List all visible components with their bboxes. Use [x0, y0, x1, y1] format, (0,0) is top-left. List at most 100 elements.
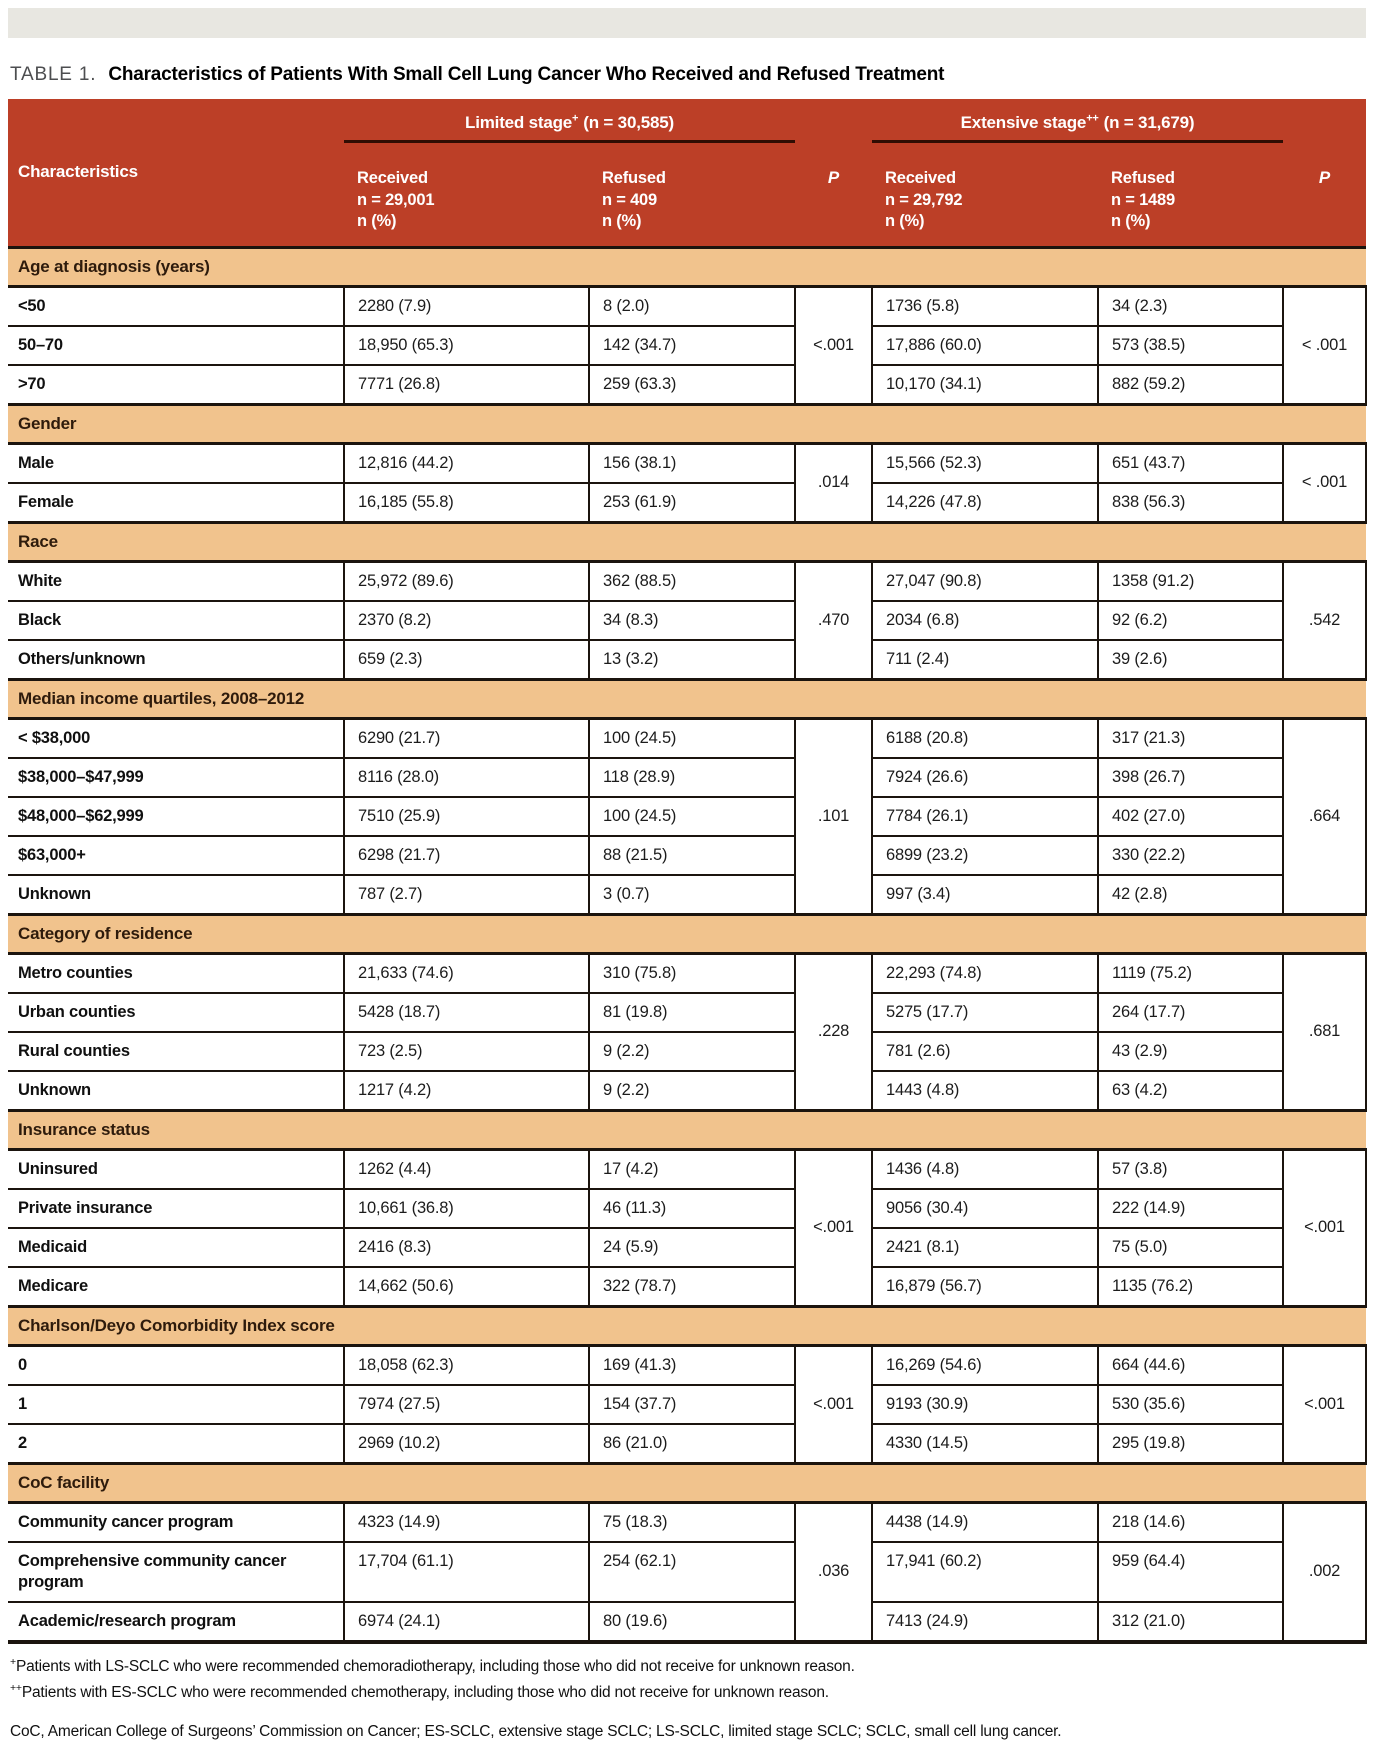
row-label: 0 [8, 1345, 345, 1386]
row-label: 50–70 [8, 325, 345, 366]
extensive-received-column-header: Received n = 29,792 n (%) [872, 161, 1098, 247]
row-label: $48,000–$62,999 [8, 796, 345, 837]
extensive-refused-cell: 882 (59.2) [1097, 364, 1284, 405]
section-header-row: Gender [8, 402, 1366, 445]
extensive-received-cell: 27,047 (90.8) [871, 561, 1099, 602]
group-name: Extensive stage [960, 113, 1087, 132]
extensive-received-cell: 2034 (6.8) [871, 600, 1099, 641]
extensive-received-cell: 997 (3.4) [871, 874, 1099, 915]
limited-received-cell: 14,662 (50.6) [343, 1266, 590, 1307]
table-section: Insurance status Uninsured 1262 (4.4) 17 (4… [8, 1108, 1367, 1307]
extensive-received-cell: 14,226 (47.8) [871, 482, 1099, 523]
extensive-p-value: < .001 [1282, 286, 1367, 404]
limited-received-cell: 6974 (24.1) [343, 1601, 590, 1643]
section-title: Charlson/Deyo Comorbidity Index score [8, 1304, 1366, 1347]
limited-received-cell: 7771 (26.8) [343, 364, 590, 405]
section-header-row: Insurance status [8, 1108, 1366, 1151]
extensive-refused-cell: 838 (56.3) [1097, 482, 1284, 523]
row-label: 2 [8, 1423, 345, 1464]
extensive-stage-group-header: Extensive stage++ (n = 31,679) [872, 99, 1283, 161]
extensive-refused-cell: 39 (2.6) [1097, 639, 1284, 680]
limited-p-value: <.001 [794, 1345, 873, 1463]
extensive-p-value: <.001 [1282, 1149, 1367, 1306]
limited-refused-cell: 80 (19.6) [588, 1601, 796, 1643]
limited-p-value: <.001 [794, 286, 873, 404]
extensive-stage-group-title: Extensive stage++ (n = 31,679) [872, 113, 1283, 143]
row-label: Rural counties [8, 1031, 345, 1072]
limited-refused-cell: 3 (0.7) [588, 874, 796, 915]
table-row: 1 7974 (27.5) 154 (37.7) 9193 (30.9) 530 (35… [8, 1384, 1366, 1425]
row-label: 1 [8, 1384, 345, 1425]
extensive-refused-cell: 92 (6.2) [1097, 600, 1284, 641]
row-label: Urban counties [8, 992, 345, 1033]
limited-p-column-header: P [795, 161, 872, 247]
extensive-refused-cell: 1119 (75.2) [1097, 953, 1284, 994]
limited-p-value: <.001 [794, 1149, 873, 1306]
table-row: Others/unknown 659 (2.3) 13 (3.2) 711 (2.4)… [8, 639, 1366, 680]
section-title: Age at diagnosis (years) [8, 245, 1366, 288]
limited-refused-cell: 9 (2.2) [588, 1031, 796, 1072]
row-label: Comprehensive community cancer program [8, 1541, 345, 1603]
patient-characteristics-table: Characteristics Limited stage+ (n = 30,58… [8, 99, 1367, 1644]
row-label: Male [8, 443, 345, 484]
header-spacer [1283, 99, 1366, 161]
section-header-row: CoC facility [8, 1461, 1366, 1504]
section-header-row: Category of residence [8, 912, 1366, 955]
limited-refused-cell: 253 (61.9) [588, 482, 796, 523]
limited-received-cell: 2370 (8.2) [343, 600, 590, 641]
limited-received-cell: 6298 (21.7) [343, 835, 590, 876]
extensive-received-cell: 5275 (17.7) [871, 992, 1099, 1033]
top-divider-bar [8, 8, 1366, 38]
group-header-row: Characteristics Limited stage+ (n = 30,58… [8, 99, 1366, 247]
extensive-received-cell: 781 (2.6) [871, 1031, 1099, 1072]
table-row: Black 2370 (8.2) 34 (8.3) 2034 (6.8) 92 (6.2… [8, 600, 1366, 641]
extensive-received-cell: 1443 (4.8) [871, 1070, 1099, 1111]
table-row: Rural counties 723 (2.5) 9 (2.2) 781 (2.6) 4… [8, 1031, 1366, 1072]
limited-received-cell: 4323 (14.9) [343, 1502, 590, 1543]
extensive-refused-cell: 42 (2.8) [1097, 874, 1284, 915]
extensive-received-cell: 16,879 (56.7) [871, 1266, 1099, 1307]
extensive-received-cell: 711 (2.4) [871, 639, 1099, 680]
footnote-abbreviations: CoC, American College of Surgeons’ Commi… [10, 1719, 1366, 1745]
limited-refused-cell: 156 (38.1) [588, 443, 796, 484]
table-row: Unknown 1217 (4.2) 9 (2.2) 1443 (4.8) 63 (4.… [8, 1070, 1366, 1111]
table-row: Metro counties 21,633 (74.6) 310 (75.8) .22… [8, 953, 1367, 1110]
table-section: Gender Male 12,816 (44.2) 156 (38.1) .014 15,… [8, 402, 1367, 523]
limited-refused-cell: 322 (78.7) [588, 1266, 796, 1307]
row-label: < $38,000 [8, 718, 345, 759]
table-row: Female 16,185 (55.8) 253 (61.9) 14,226 (47.… [8, 482, 1366, 523]
section-header-row: Median income quartiles, 2008–2012 [8, 677, 1366, 720]
extensive-received-cell: 6899 (23.2) [871, 835, 1099, 876]
table-row: $48,000–$62,999 7510 (25.9) 100 (24.5) 7784… [8, 796, 1366, 837]
group-footnote-marker: + [572, 112, 579, 125]
footnote-limited-stage: +Patients with LS-SCLC who were recommen… [10, 1654, 1366, 1680]
extensive-p-value: < .001 [1282, 443, 1367, 522]
limited-received-cell: 2416 (8.3) [343, 1227, 590, 1268]
extensive-refused-cell: 402 (27.0) [1097, 796, 1284, 837]
limited-received-cell: 12,816 (44.2) [343, 443, 590, 484]
limited-refused-cell: 142 (34.7) [588, 325, 796, 366]
limited-received-cell: 6290 (21.7) [343, 718, 590, 759]
footnote-text: CoC, American College of Surgeons’ Commi… [10, 1722, 1062, 1740]
limited-stage-group-title: Limited stage+ (n = 30,585) [344, 113, 795, 143]
row-label: Black [8, 600, 345, 641]
table-row: >70 7771 (26.8) 259 (63.3) 10,170 (34.1) 882… [8, 364, 1366, 405]
extensive-received-cell: 17,886 (60.0) [871, 325, 1099, 366]
table-footnotes: +Patients with LS-SCLC who were recommen… [10, 1654, 1366, 1745]
extensive-refused-cell: 312 (21.0) [1097, 1601, 1284, 1643]
table-caption: TABLE 1. Characteristics of Patients With… [10, 64, 1366, 86]
limited-received-cell: 21,633 (74.6) [343, 953, 590, 994]
table-row: < $38,000 6290 (21.7) 100 (24.5) .101 6188 (… [8, 718, 1367, 914]
footnote-text: Patients with LS-SCLC who were recommend… [15, 1657, 855, 1675]
extensive-received-cell: 1436 (4.8) [871, 1149, 1099, 1190]
extensive-received-cell: 9056 (30.4) [871, 1188, 1099, 1229]
extensive-refused-cell: 573 (38.5) [1097, 325, 1284, 366]
group-count: (n = 30,585) [583, 113, 674, 132]
row-label: Community cancer program [8, 1502, 345, 1543]
extensive-refused-cell: 1358 (91.2) [1097, 561, 1284, 602]
extensive-refused-cell: 295 (19.8) [1097, 1423, 1284, 1464]
limited-refused-cell: 259 (63.3) [588, 364, 796, 405]
limited-refused-cell: 100 (24.5) [588, 718, 796, 759]
extensive-refused-cell: 1135 (76.2) [1097, 1266, 1284, 1307]
footnote-marker: + [10, 1655, 16, 1668]
